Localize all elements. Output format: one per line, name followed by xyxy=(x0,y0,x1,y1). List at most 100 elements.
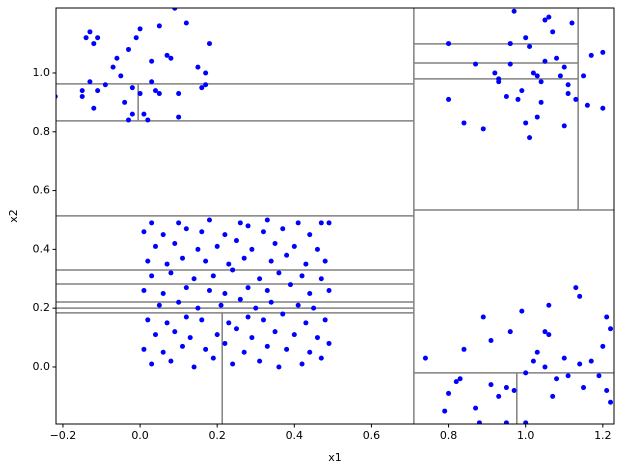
point xyxy=(87,29,93,35)
point xyxy=(565,82,571,88)
point xyxy=(199,85,205,91)
point xyxy=(284,346,290,352)
point xyxy=(164,52,170,58)
point xyxy=(480,314,486,320)
point xyxy=(245,285,251,291)
point xyxy=(195,64,201,70)
point xyxy=(303,320,309,326)
point xyxy=(141,288,147,294)
point xyxy=(314,335,320,341)
point xyxy=(264,217,270,223)
x-tick-label: 1.2 xyxy=(594,429,612,442)
point xyxy=(87,79,93,85)
point xyxy=(550,29,556,35)
point xyxy=(311,305,317,311)
y-tick-label: 0.0 xyxy=(33,360,51,373)
point xyxy=(172,8,178,11)
point xyxy=(523,420,529,424)
point xyxy=(137,91,143,97)
point xyxy=(453,379,459,385)
point xyxy=(237,296,243,302)
point xyxy=(137,26,143,32)
point xyxy=(176,91,182,97)
point xyxy=(511,8,517,14)
point xyxy=(149,361,155,367)
point xyxy=(195,246,201,252)
point xyxy=(534,73,540,79)
point xyxy=(268,299,274,305)
point xyxy=(141,229,147,235)
point xyxy=(299,273,305,279)
point xyxy=(287,282,293,288)
point xyxy=(534,349,540,355)
point xyxy=(110,64,116,70)
x-tick-label: 1.0 xyxy=(517,429,535,442)
point xyxy=(577,293,583,299)
point xyxy=(152,332,158,338)
point xyxy=(195,305,201,311)
y-tick-label: 0.4 xyxy=(33,242,51,255)
point xyxy=(503,385,509,391)
point xyxy=(326,340,332,346)
point xyxy=(203,70,209,76)
point xyxy=(608,399,614,405)
point xyxy=(122,99,128,105)
point xyxy=(314,246,320,252)
point xyxy=(160,232,166,238)
point xyxy=(322,317,328,323)
point xyxy=(492,70,498,76)
x-tick-label: 0.4 xyxy=(286,429,304,442)
point xyxy=(307,290,313,296)
point xyxy=(554,55,560,61)
point xyxy=(446,96,452,102)
point xyxy=(102,82,108,88)
point xyxy=(230,361,236,367)
point xyxy=(461,346,467,352)
point xyxy=(264,343,270,349)
point xyxy=(546,14,552,20)
point xyxy=(230,267,236,273)
point xyxy=(318,220,324,226)
point xyxy=(600,343,606,349)
point xyxy=(241,255,247,261)
point xyxy=(561,123,567,129)
point xyxy=(168,358,174,364)
point xyxy=(79,88,85,94)
point xyxy=(511,387,517,393)
point xyxy=(581,73,587,79)
point xyxy=(581,385,587,391)
point xyxy=(191,364,197,370)
point xyxy=(496,393,502,399)
x-axis-label: x1 xyxy=(328,451,342,464)
point xyxy=(519,308,525,314)
point xyxy=(276,364,282,370)
point xyxy=(565,373,571,379)
point xyxy=(222,290,228,296)
point xyxy=(245,314,251,320)
point xyxy=(596,373,602,379)
point xyxy=(152,88,158,94)
axes-frame xyxy=(55,7,615,425)
point xyxy=(295,220,301,226)
point xyxy=(160,290,166,296)
point xyxy=(156,23,162,29)
point xyxy=(222,340,228,346)
point xyxy=(527,44,533,50)
point xyxy=(95,35,101,41)
point xyxy=(291,332,297,338)
x-tick-label: 0.8 xyxy=(440,429,458,442)
point xyxy=(600,49,606,55)
point xyxy=(523,370,529,376)
point xyxy=(584,102,590,108)
point xyxy=(326,288,332,294)
point xyxy=(233,326,239,332)
point xyxy=(257,276,263,282)
point xyxy=(145,258,151,264)
point xyxy=(284,252,290,258)
point xyxy=(473,405,479,411)
point xyxy=(176,299,182,305)
y-axis-label: x2 xyxy=(7,209,20,223)
point xyxy=(218,302,224,308)
point xyxy=(183,314,189,320)
